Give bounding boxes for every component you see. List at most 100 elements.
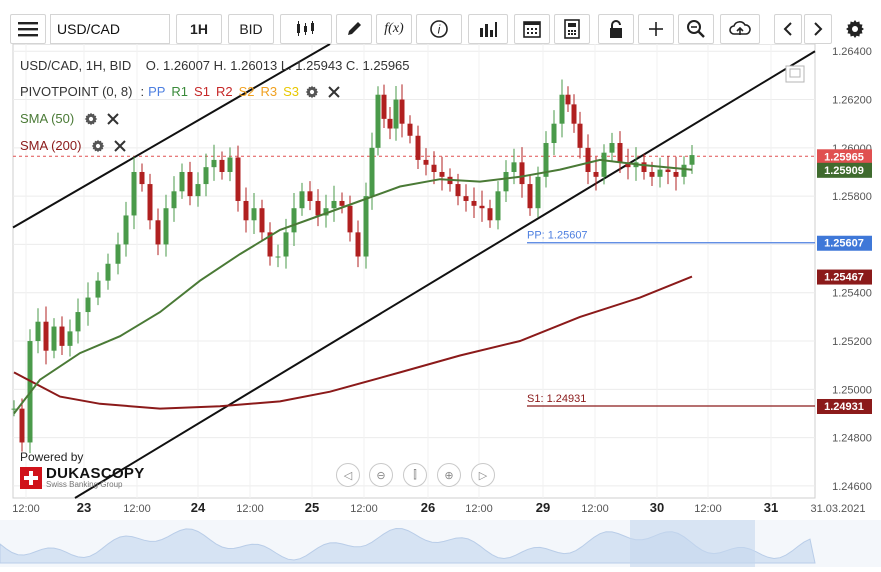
candles-button[interactable]	[280, 14, 332, 44]
sma50-settings-gear-icon[interactable]	[84, 112, 98, 126]
x-tick-label: 31	[764, 500, 778, 515]
candle-body	[355, 232, 361, 257]
sma200-label: SMA (200)	[20, 138, 82, 153]
sma200-line	[13, 275, 693, 410]
candle-body	[369, 147, 375, 197]
navigator[interactable]	[0, 520, 881, 567]
crosshair-button[interactable]	[638, 14, 674, 44]
candle-body	[625, 162, 631, 168]
candle-body	[565, 94, 571, 105]
candle-body	[593, 171, 599, 177]
svg-text:i: i	[438, 23, 441, 37]
pp-label: PP: 1.25607	[527, 230, 588, 242]
toolbar: USD/CAD 1H BID f(x) i	[0, 0, 881, 44]
candle-body	[423, 159, 429, 165]
candle-body	[657, 169, 663, 177]
x-tick-label: 25	[305, 500, 319, 515]
chart-area[interactable]: PP: 1.25607 S1: 1.24931 1.24600 1.24800 1.2…	[0, 43, 881, 567]
candle-body	[381, 94, 387, 119]
powered-by-text: Powered by	[20, 450, 84, 464]
trend-lines	[12, 43, 816, 499]
candle-body	[235, 157, 241, 201]
candle-body	[323, 208, 329, 216]
zoom-out-icon: ⊖	[376, 469, 386, 482]
draw-pencil-icon	[348, 22, 361, 35]
candles	[11, 79, 695, 454]
zoom-in-button[interactable]: ⊕	[437, 463, 461, 487]
crosshair-icon	[649, 22, 663, 36]
candle-body	[487, 208, 493, 221]
candle-body	[463, 196, 469, 201]
x-tick-label: 12:00	[236, 503, 264, 515]
candle-body	[283, 232, 289, 257]
calendar-button[interactable]	[514, 14, 550, 44]
candle-body	[123, 215, 129, 245]
candle-body	[601, 152, 607, 177]
sma50-tag-bg	[817, 162, 872, 178]
lock-button[interactable]	[598, 14, 634, 44]
grid	[13, 44, 815, 498]
unlock-icon	[610, 20, 622, 38]
settings-button[interactable]	[840, 14, 870, 44]
scroll-left-button[interactable]: ◁	[336, 463, 360, 487]
scroll-back-button[interactable]	[774, 14, 802, 44]
candle-body	[95, 280, 101, 298]
zoom-icon	[687, 20, 705, 38]
candle-body	[179, 171, 185, 192]
scroll-right-button[interactable]: ▷	[471, 463, 495, 487]
share-button[interactable]	[720, 14, 760, 44]
time-axis: 12:00 23 12:00 24 12:00 25 12:00 26 12:00 29 12:00…	[12, 500, 865, 515]
chevron-right-icon	[814, 22, 823, 36]
candle-body	[219, 159, 225, 172]
candle-body	[551, 123, 557, 144]
pivot-settings-gear-icon[interactable]	[305, 85, 319, 99]
candle-body	[131, 171, 137, 216]
navigator-window	[630, 520, 755, 567]
legend-pivot: PIVOTPOINT (0, 8) : PP R1 S1 R2 S2 R3 S3	[20, 84, 341, 99]
info-button[interactable]: i	[416, 14, 462, 44]
candle-body	[203, 167, 209, 185]
candle-body	[375, 94, 381, 148]
pivot-level-r1: R1	[171, 84, 189, 99]
indicators-button[interactable]	[468, 14, 508, 44]
symbol-input[interactable]: USD/CAD	[50, 14, 170, 44]
candle-body	[19, 408, 25, 443]
draw-button[interactable]	[336, 14, 372, 44]
sma200-settings-gear-icon[interactable]	[91, 139, 105, 153]
zoom-button[interactable]	[678, 14, 714, 44]
sma200-remove-close-icon[interactable]	[113, 139, 127, 153]
pivot-remove-close-icon[interactable]	[327, 85, 341, 99]
legend-sma200: SMA (200)	[20, 138, 127, 153]
candle-body	[75, 312, 81, 332]
zoom-out-button[interactable]: ⊖	[369, 463, 393, 487]
candle-body	[527, 184, 533, 209]
candle-body	[519, 162, 525, 185]
scroll-left-icon: ◁	[343, 469, 353, 482]
pivot-level-pp: PP	[148, 84, 166, 99]
candle-body	[617, 143, 623, 163]
candle-body	[387, 118, 393, 129]
interval-select[interactable]: 1H	[176, 14, 222, 44]
hamburger-menu-button[interactable]	[10, 14, 46, 44]
sma200-tag: 1.25467	[824, 272, 864, 284]
dukascopy-logo: Powered by DUKASCOPY Swiss Banking Group	[20, 450, 145, 489]
candle-body	[439, 171, 445, 177]
candle-body	[543, 143, 549, 177]
expand-icon[interactable]	[785, 65, 805, 83]
x-tick-label: 12:00	[465, 503, 493, 515]
sma50-tag: 1.25909	[824, 165, 864, 177]
candle-body	[211, 159, 217, 168]
legend-sma50: SMA (50)	[20, 111, 120, 126]
reset-zoom-button[interactable]: ⫿	[403, 463, 427, 487]
candle-body	[471, 200, 477, 206]
bar-chart-icon	[480, 22, 497, 37]
legend-ohlc-values: O. 1.26007 H. 1.26013 L. 1.25943 C. 1.25…	[145, 58, 410, 73]
calculator-button[interactable]	[554, 14, 590, 44]
price-side-select[interactable]: BID	[228, 14, 274, 44]
scroll-forward-button[interactable]	[804, 14, 832, 44]
sma50-remove-close-icon[interactable]	[106, 112, 120, 126]
pivot-level-s2: S2	[238, 84, 255, 99]
candle-body	[35, 321, 41, 342]
function-button[interactable]: f(x)	[376, 14, 412, 44]
